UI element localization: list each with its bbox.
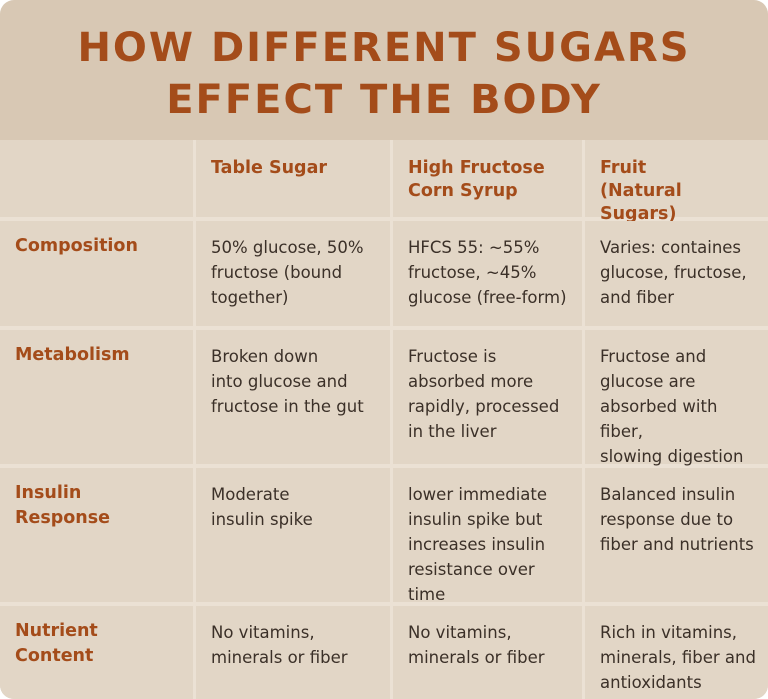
table-cell: Broken down into glucose and fructose in… [196, 330, 390, 464]
title-line-2: EFFECT THE BODY [166, 77, 602, 123]
table-cell: Varies: containes glucose, fructose, and… [585, 221, 768, 326]
table-cell: Fructose is absorbed more rapidly, proce… [393, 330, 582, 464]
column-header-hfcs: High Fructose Corn Syrup [393, 140, 582, 217]
row-label-nutrient-content: Nutrient Content [0, 606, 193, 699]
table-cell: Balanced insulin response due to fiber a… [585, 468, 768, 602]
column-header-table-sugar: Table Sugar [196, 140, 390, 217]
table-cell: Rich in vitamins, minerals, fiber and an… [585, 606, 768, 699]
table-cell: No vitamins, minerals or fiber [196, 606, 390, 699]
column-header-fruit: Fruit (Natural Sugars) [585, 140, 768, 224]
table-corner-cell [0, 140, 193, 217]
row-label-insulin-response: Insulin Response [0, 468, 193, 602]
title-line-1: HOW DIFFERENT SUGARS [77, 25, 691, 71]
row-label-composition: Composition [0, 221, 193, 326]
page-title: HOW DIFFERENT SUGARS EFFECT THE BODY [0, 22, 768, 126]
row-label-metabolism: Metabolism [0, 330, 193, 464]
table-cell: HFCS 55: ~55% fructose, ~45% glucose (fr… [393, 221, 582, 326]
table-cell: Moderate insulin spike [196, 468, 390, 602]
table-cell: 50% glucose, 50% fructose (bound togethe… [196, 221, 390, 326]
table-cell: Fructose and glucose are absorbed with f… [585, 330, 768, 466]
comparison-table: Table Sugar High Fructose Corn Syrup Fru… [0, 140, 768, 699]
table-cell: lower immediate insulin spike but increa… [393, 468, 582, 604]
table-cell: No vitamins, minerals or fiber [393, 606, 582, 699]
